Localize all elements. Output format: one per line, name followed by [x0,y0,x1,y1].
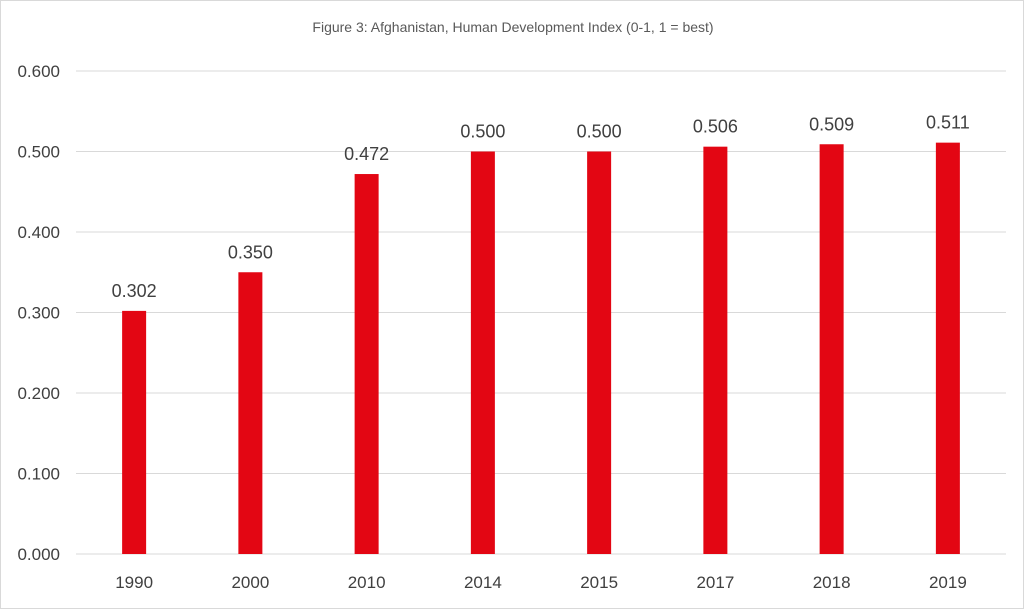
bar [122,310,147,554]
y-tick-label: 0.200 [17,384,60,403]
x-tick-label: 2019 [929,573,967,592]
y-tick-label: 0.100 [17,465,60,484]
data-label: 0.500 [460,122,505,142]
bar [470,151,495,554]
y-tick-label: 0.500 [17,143,60,162]
bar [587,151,612,554]
bar [238,272,263,554]
x-tick-label: 2017 [696,573,734,592]
x-tick-label: 2010 [348,573,386,592]
bar [819,144,844,554]
y-tick-label: 0.000 [17,545,60,564]
x-tick-label: 1990 [115,573,153,592]
x-tick-label: 2000 [231,573,269,592]
data-label: 0.302 [112,281,157,301]
bar [354,174,379,555]
x-tick-label: 2015 [580,573,618,592]
y-tick-label: 0.400 [17,223,60,242]
data-label: 0.509 [809,114,854,134]
data-label: 0.511 [926,113,970,133]
data-label: 0.350 [228,242,273,262]
data-label: 0.500 [577,122,622,142]
bar [703,146,728,555]
chart-title: Figure 3: Afghanistan, Human Development… [312,19,714,35]
data-label: 0.506 [693,117,738,137]
x-tick-label: 2014 [464,573,502,592]
y-tick-label: 0.300 [17,304,60,323]
data-label: 0.472 [344,144,389,164]
y-tick-label: 0.600 [17,62,60,81]
bar [935,142,960,554]
x-tick-label: 2018 [813,573,851,592]
